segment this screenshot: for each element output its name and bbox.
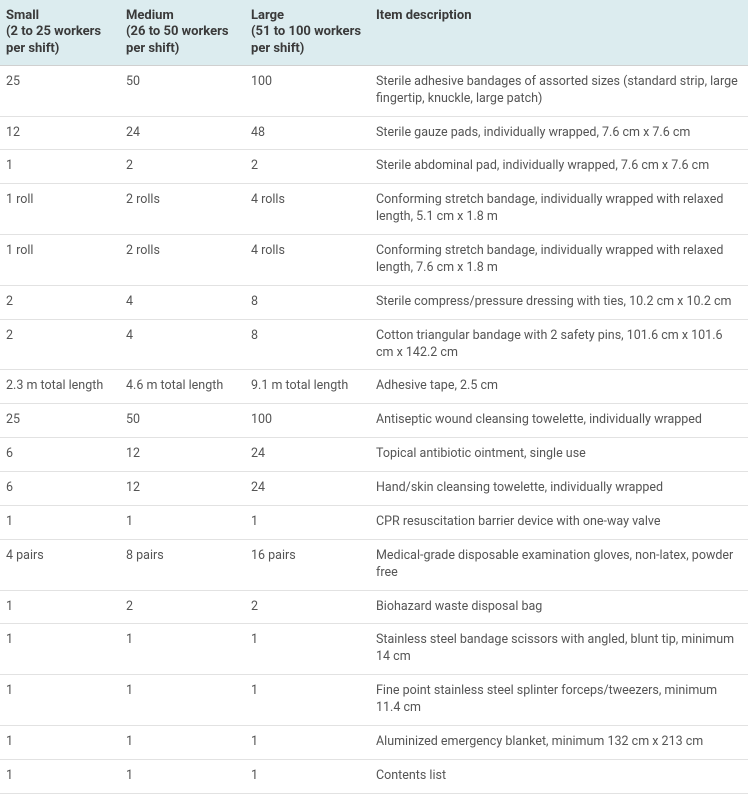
table-row: 61224Topical antibiotic ointment, single… bbox=[0, 438, 748, 472]
col-header-desc: Item description bbox=[370, 0, 748, 65]
cell-small: 6 bbox=[0, 472, 120, 506]
col-header-small: Small(2 to 25 workers per shift) bbox=[0, 0, 120, 65]
cell-large: 1 bbox=[245, 624, 370, 675]
cell-medium: 2 bbox=[120, 150, 245, 184]
cell-small: 1 bbox=[0, 675, 120, 726]
cell-medium: 2 bbox=[120, 590, 245, 624]
cell-large: 1 bbox=[245, 505, 370, 539]
cell-desc: Conforming stretch bandage, individually… bbox=[370, 184, 748, 235]
cell-large: 4 rolls bbox=[245, 235, 370, 286]
table-row: 1 roll2 rolls4 rollsConforming stretch b… bbox=[0, 184, 748, 235]
table-row: 248Sterile compress/pressure dressing wi… bbox=[0, 285, 748, 319]
cell-medium: 1 bbox=[120, 759, 245, 793]
cell-desc: Sterile abdominal pad, individually wrap… bbox=[370, 150, 748, 184]
cell-large: 9.1 m total length bbox=[245, 370, 370, 404]
table-row: 2550100Sterile adhesive bandages of asso… bbox=[0, 65, 748, 116]
first-aid-kit-table: Small(2 to 25 workers per shift) Medium(… bbox=[0, 0, 748, 794]
cell-small: 4 pairs bbox=[0, 539, 120, 590]
cell-desc: Cotton triangular bandage with 2 safety … bbox=[370, 319, 748, 370]
cell-small: 1 bbox=[0, 505, 120, 539]
cell-small: 6 bbox=[0, 438, 120, 472]
table-row: 4 pairs8 pairs16 pairsMedical-grade disp… bbox=[0, 539, 748, 590]
cell-desc: Conforming stretch bandage, individually… bbox=[370, 235, 748, 286]
cell-medium: 4 bbox=[120, 319, 245, 370]
cell-large: 1 bbox=[245, 675, 370, 726]
cell-small: 1 bbox=[0, 759, 120, 793]
table-row: 122Sterile abdominal pad, individually w… bbox=[0, 150, 748, 184]
table-row: 111Aluminized emergency blanket, minimum… bbox=[0, 725, 748, 759]
cell-large: 16 pairs bbox=[245, 539, 370, 590]
cell-medium: 4 bbox=[120, 285, 245, 319]
cell-small: 2 bbox=[0, 285, 120, 319]
cell-small: 1 bbox=[0, 725, 120, 759]
cell-medium: 1 bbox=[120, 725, 245, 759]
table-row: 111Fine point stainless steel splinter f… bbox=[0, 675, 748, 726]
cell-large: 100 bbox=[245, 65, 370, 116]
cell-medium: 1 bbox=[120, 675, 245, 726]
cell-medium: 2 rolls bbox=[120, 235, 245, 286]
cell-desc: Contents list bbox=[370, 759, 748, 793]
cell-small: 1 bbox=[0, 590, 120, 624]
cell-large: 100 bbox=[245, 404, 370, 438]
table-row: 1 roll2 rolls4 rollsConforming stretch b… bbox=[0, 235, 748, 286]
cell-large: 1 bbox=[245, 759, 370, 793]
cell-medium: 1 bbox=[120, 505, 245, 539]
cell-desc: Antiseptic wound cleansing towelette, in… bbox=[370, 404, 748, 438]
cell-medium: 8 pairs bbox=[120, 539, 245, 590]
cell-large: 24 bbox=[245, 472, 370, 506]
cell-medium: 4.6 m total length bbox=[120, 370, 245, 404]
cell-medium: 50 bbox=[120, 404, 245, 438]
cell-desc: CPR resuscitation barrier device with on… bbox=[370, 505, 748, 539]
cell-desc: Fine point stainless steel splinter forc… bbox=[370, 675, 748, 726]
table-row: 2.3 m total length4.6 m total length9.1 … bbox=[0, 370, 748, 404]
col-header-large: Large(51 to 100 workers per shift) bbox=[245, 0, 370, 65]
table-row: 2550100Antiseptic wound cleansing towele… bbox=[0, 404, 748, 438]
table-row: 122Biohazard waste disposal bag bbox=[0, 590, 748, 624]
cell-desc: Hand/skin cleansing towelette, individua… bbox=[370, 472, 748, 506]
cell-small: 1 roll bbox=[0, 235, 120, 286]
cell-small: 1 bbox=[0, 624, 120, 675]
table-header-row: Small(2 to 25 workers per shift) Medium(… bbox=[0, 0, 748, 65]
table-row: 248Cotton triangular bandage with 2 safe… bbox=[0, 319, 748, 370]
cell-desc: Sterile adhesive bandages of assorted si… bbox=[370, 65, 748, 116]
cell-desc: Sterile gauze pads, individually wrapped… bbox=[370, 116, 748, 150]
cell-large: 2 bbox=[245, 590, 370, 624]
cell-desc: Biohazard waste disposal bag bbox=[370, 590, 748, 624]
cell-desc: Adhesive tape, 2.5 cm bbox=[370, 370, 748, 404]
cell-desc: Sterile compress/pressure dressing with … bbox=[370, 285, 748, 319]
cell-small: 2 bbox=[0, 319, 120, 370]
table-row: 111Contents list bbox=[0, 759, 748, 793]
cell-large: 8 bbox=[245, 319, 370, 370]
cell-large: 48 bbox=[245, 116, 370, 150]
cell-large: 8 bbox=[245, 285, 370, 319]
cell-small: 1 roll bbox=[0, 184, 120, 235]
cell-medium: 24 bbox=[120, 116, 245, 150]
cell-small: 25 bbox=[0, 65, 120, 116]
cell-large: 24 bbox=[245, 438, 370, 472]
cell-medium: 1 bbox=[120, 624, 245, 675]
cell-small: 25 bbox=[0, 404, 120, 438]
table-row: 111CPR resuscitation barrier device with… bbox=[0, 505, 748, 539]
col-header-medium: Medium(26 to 50 workers per shift) bbox=[120, 0, 245, 65]
cell-desc: Stainless steel bandage scissors with an… bbox=[370, 624, 748, 675]
cell-desc: Topical antibiotic ointment, single use bbox=[370, 438, 748, 472]
table-row: 111Stainless steel bandage scissors with… bbox=[0, 624, 748, 675]
table-row: 122448Sterile gauze pads, individually w… bbox=[0, 116, 748, 150]
cell-large: 2 bbox=[245, 150, 370, 184]
cell-large: 4 rolls bbox=[245, 184, 370, 235]
cell-small: 1 bbox=[0, 150, 120, 184]
cell-medium: 12 bbox=[120, 438, 245, 472]
cell-desc: Medical-grade disposable examination glo… bbox=[370, 539, 748, 590]
table-row: 61224Hand/skin cleansing towelette, indi… bbox=[0, 472, 748, 506]
cell-medium: 2 rolls bbox=[120, 184, 245, 235]
cell-desc: Aluminized emergency blanket, minimum 13… bbox=[370, 725, 748, 759]
cell-small: 12 bbox=[0, 116, 120, 150]
cell-small: 2.3 m total length bbox=[0, 370, 120, 404]
cell-medium: 12 bbox=[120, 472, 245, 506]
cell-medium: 50 bbox=[120, 65, 245, 116]
cell-large: 1 bbox=[245, 725, 370, 759]
